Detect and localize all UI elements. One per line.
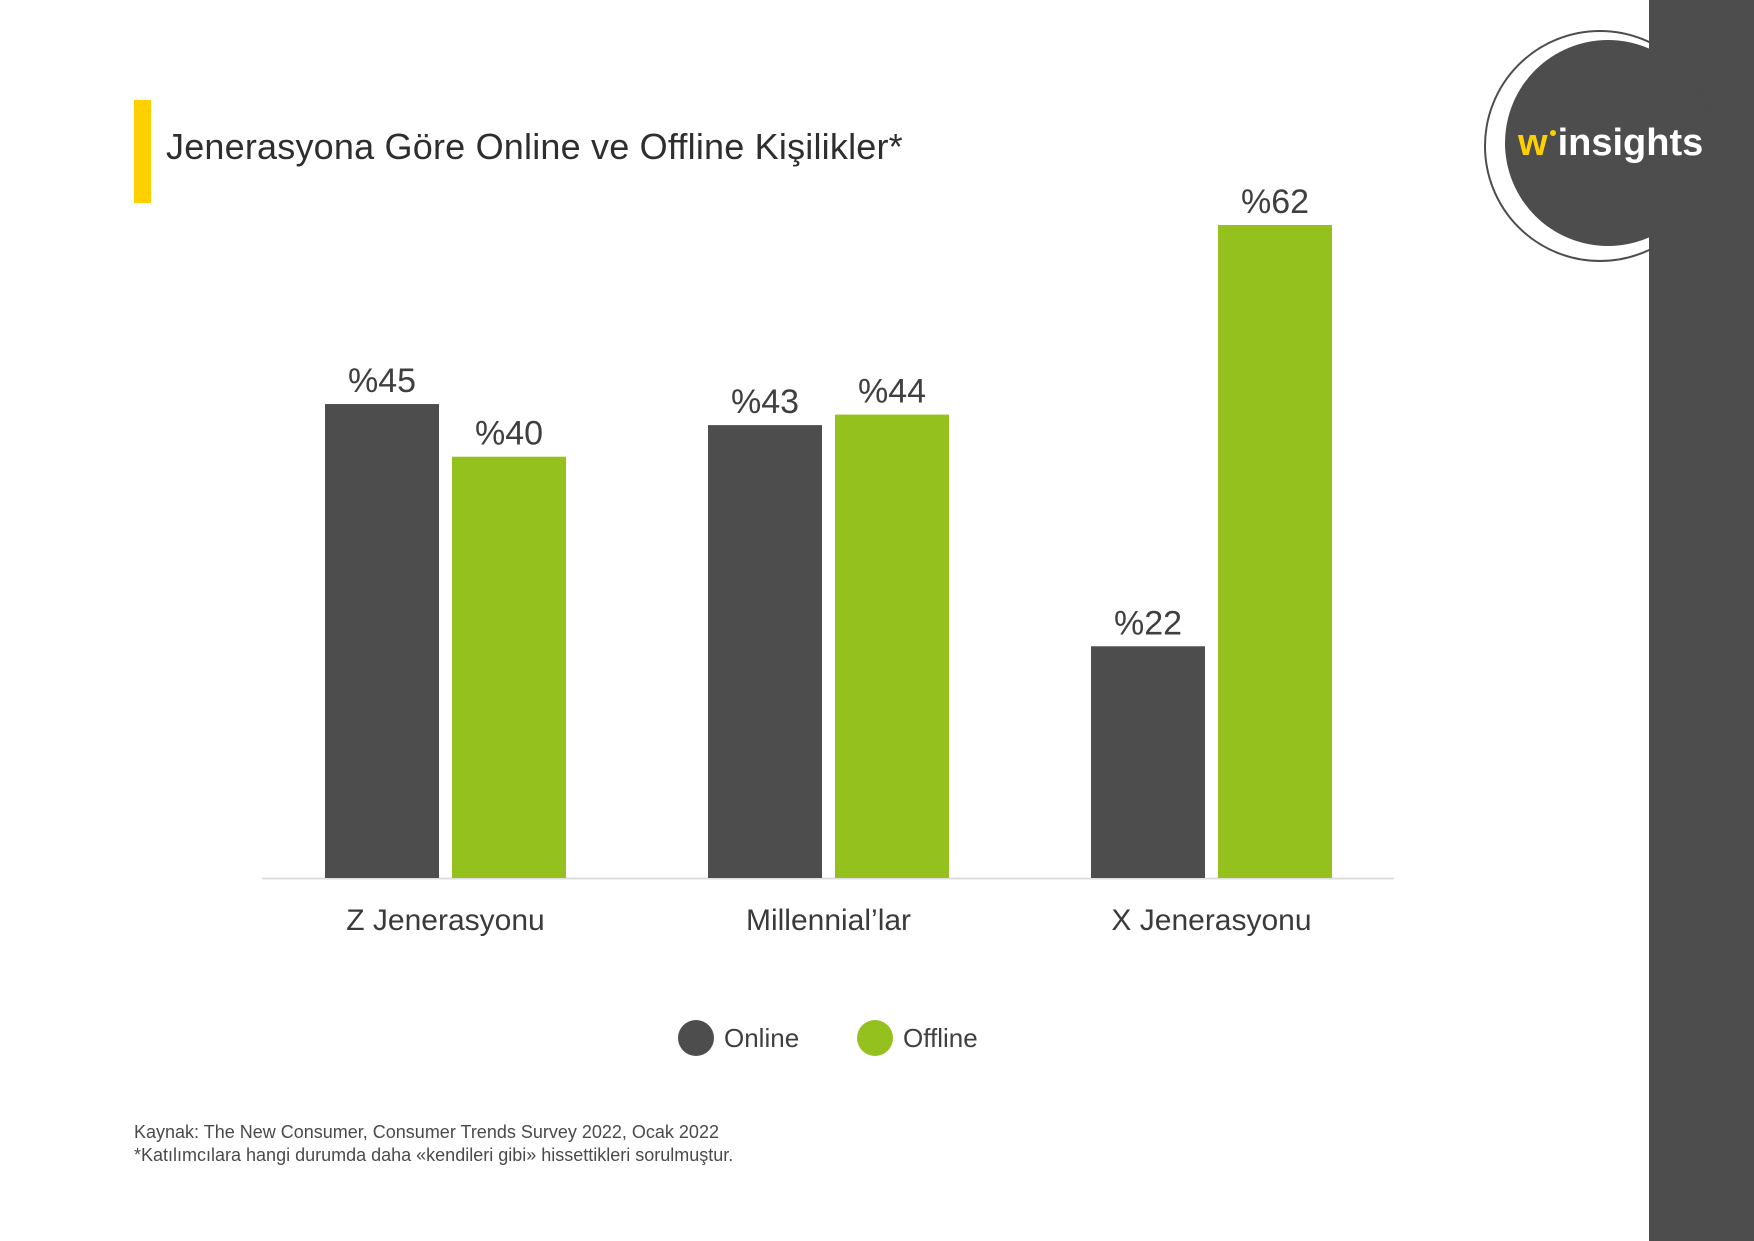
logo-insights: insights (1557, 122, 1704, 164)
title-accent-bar (134, 100, 151, 203)
category-label-3: X Jenerasyonu (1111, 904, 1311, 937)
bar-online-3 (1091, 646, 1205, 878)
data-label-online-2: %43 (731, 383, 799, 421)
bar-online-1 (325, 404, 439, 878)
bar-offline-1 (452, 456, 566, 878)
category-label-1: Z Jenerasyonu (346, 904, 544, 937)
source-note: Kaynak: The New Consumer, Consumer Trend… (134, 1122, 719, 1142)
bar-offline-2 (835, 414, 949, 878)
legend-label-online: Online (724, 1022, 800, 1053)
legend-label-offline: Offline (903, 1022, 978, 1053)
legend: Online Offline (0, 1020, 1754, 1064)
legend-item-online: Online (678, 1020, 799, 1056)
data-label-online-3: %22 (1114, 604, 1182, 642)
logo-text: w insights (1518, 122, 1703, 165)
data-label-offline-3: %62 (1241, 183, 1309, 221)
legend-swatch-offline (857, 1020, 893, 1056)
footnotes: Kaynak: The New Consumer, Consumer Trend… (134, 1121, 733, 1167)
logo-disc (1505, 40, 1711, 246)
legend-item-offline: Offline (857, 1020, 978, 1056)
legend-swatch-online (678, 1020, 714, 1056)
chart-title: Jenerasyona Göre Online ve Offline Kişil… (166, 126, 903, 167)
survey-note: *Katılımcılara hangi durumda daha «kendi… (134, 1145, 734, 1165)
logo-dot-icon (1549, 129, 1556, 136)
data-label-offline-2: %44 (858, 373, 926, 411)
winsights-logo: w insights (1484, 30, 1724, 270)
logo-w: w (1518, 122, 1548, 164)
data-label-offline-1: %40 (475, 415, 543, 453)
bar-offline-3 (1218, 225, 1332, 878)
bar-online-2 (708, 425, 822, 878)
logo-ring (1484, 30, 1716, 262)
data-label-online-1: %45 (348, 362, 416, 400)
category-label-2: Millennial’lar (746, 904, 911, 937)
